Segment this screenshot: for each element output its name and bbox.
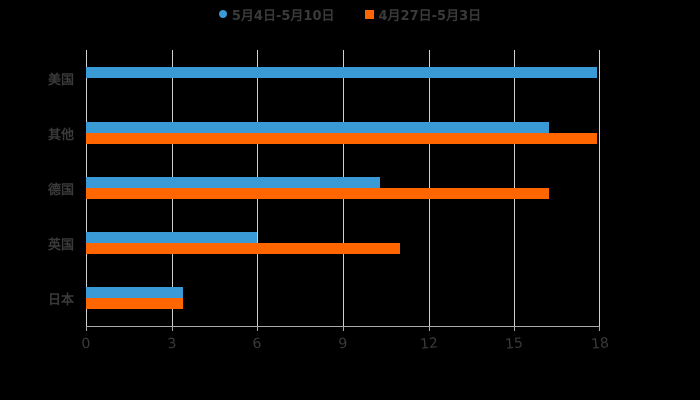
- bar-current-week[interactable]: [86, 287, 184, 299]
- legend-item-current-week[interactable]: 5月4日-5月10日: [218, 5, 335, 24]
- category-label: 其他: [48, 127, 75, 143]
- bar-previous-week[interactable]: [86, 243, 401, 255]
- axis-tick: [86, 326, 87, 331]
- bar-current-week[interactable]: [86, 121, 549, 133]
- axis-tick: [171, 326, 173, 331]
- axis-tick: [599, 326, 600, 331]
- x-tick-label: 6: [252, 335, 263, 353]
- plot-area: [86, 50, 600, 331]
- bar-previous-week[interactable]: [86, 132, 598, 144]
- chart-legend: 5月4日-5月10日 4月27日-5月3日: [0, 4, 700, 24]
- category-label: 美国: [48, 72, 75, 88]
- x-tick-label: 3: [166, 335, 177, 353]
- axis-tick: [343, 326, 344, 331]
- category-label: 英国: [48, 238, 75, 254]
- bar-current-week[interactable]: [86, 232, 258, 244]
- category-label: 日本: [48, 293, 75, 309]
- axis-tick: [514, 326, 516, 331]
- legend-label: 4月27日-5月3日: [378, 8, 482, 24]
- bar-previous-week[interactable]: [86, 298, 184, 310]
- x-axis-line: [86, 326, 600, 327]
- bar-current-week[interactable]: [86, 66, 598, 78]
- x-tick-label: 9: [337, 335, 349, 353]
- x-tick-label: 12: [419, 335, 439, 353]
- x-tick-label: 15: [504, 335, 524, 353]
- x-tick-label: 0: [80, 335, 92, 353]
- bar-previous-week[interactable]: [86, 188, 549, 199]
- axis-tick: [428, 326, 430, 331]
- circle-marker-icon: [218, 10, 227, 18]
- x-tick-label: 18: [590, 335, 610, 353]
- legend-item-previous-week[interactable]: 4月27日-5月3日: [364, 5, 482, 24]
- category-label: 德国: [48, 183, 75, 198]
- legend-label: 5月4日-5月10日: [231, 8, 335, 24]
- square-marker-icon: [364, 9, 374, 19]
- gridline: [599, 50, 600, 326]
- axis-tick: [257, 326, 259, 331]
- bar-current-week[interactable]: [86, 177, 381, 188]
